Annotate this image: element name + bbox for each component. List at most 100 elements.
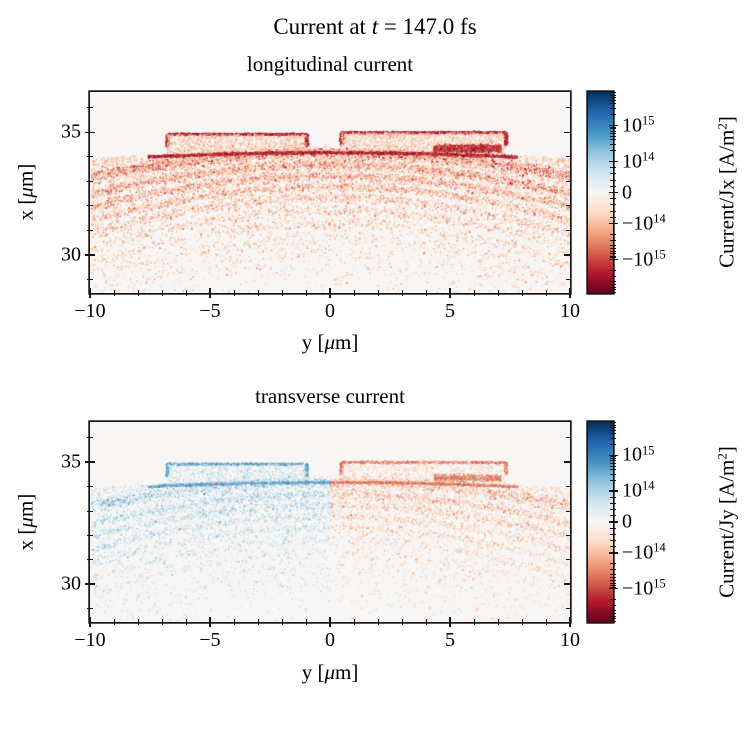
y-minor-tick-right — [566, 534, 570, 536]
colorbar-major-tick — [609, 124, 618, 127]
colorbar-minor-tick — [610, 244, 616, 246]
colorbar-minor-tick — [610, 216, 616, 218]
colorbar-minor-tick — [610, 185, 616, 187]
x-minor-tick — [137, 619, 139, 625]
y-minor-tick — [87, 279, 93, 281]
colorbar-minor-tick — [610, 233, 616, 235]
x-minor-tick — [305, 619, 307, 625]
colorbar-minor-tick — [610, 257, 616, 259]
colorbar-tick-label: −1014 — [622, 540, 666, 564]
colorbar-minor-tick — [610, 198, 616, 200]
colorbar-label-longitudinal: Current/Jx [A/m2] — [714, 116, 739, 268]
y-major-tick — [85, 461, 95, 464]
y-minor-tick — [87, 180, 93, 182]
colorbar-minor-tick — [610, 289, 616, 291]
x-major-tick — [89, 617, 91, 627]
colorbar-major-tick — [609, 160, 618, 163]
y-major-tick — [85, 583, 95, 585]
colorbar-minor-tick — [610, 150, 616, 152]
colorbar-major-tick — [609, 258, 618, 261]
colorbar-major-tick — [609, 521, 618, 523]
colorbar-minor-tick — [610, 437, 616, 439]
y-minor-tick — [87, 608, 93, 610]
x-minor-tick — [401, 290, 403, 296]
colorbar-tick-label: 1015 — [622, 443, 655, 466]
colorbar-minor-tick — [610, 424, 616, 426]
x-tick-label: −10 — [74, 300, 106, 322]
x-major-tick — [209, 617, 211, 627]
x-minor-tick — [257, 619, 259, 625]
y-major-tick-right — [564, 254, 570, 256]
y-minor-tick-right — [566, 608, 570, 610]
colorbar-minor-tick — [610, 167, 616, 169]
y-minor-tick — [87, 205, 93, 207]
colorbar-minor-tick — [610, 248, 616, 250]
colorbar-minor-tick — [610, 586, 616, 588]
colorbar-minor-tick — [610, 276, 616, 278]
scatter-canvas-transverse — [90, 422, 570, 622]
x-minor-tick — [497, 619, 499, 625]
colorbar-minor-tick — [610, 540, 616, 541]
colorbar-major-tick — [609, 222, 618, 225]
y-minor-tick — [87, 486, 93, 488]
colorbar-minor-tick — [610, 609, 616, 611]
colorbar-minor-tick — [610, 94, 616, 96]
colorbar-minor-tick — [610, 251, 616, 252]
colorbar-minor-tick — [610, 284, 616, 286]
y-major-tick-right — [564, 461, 570, 464]
x-minor-tick — [545, 290, 547, 296]
colorbar-minor-tick — [610, 580, 616, 582]
colorbar-minor-tick — [610, 473, 616, 475]
x-major-tick — [329, 617, 331, 627]
colorbar-minor-tick — [610, 444, 616, 446]
x-tick-label: 5 — [445, 629, 455, 651]
colorbar-minor-tick — [610, 139, 616, 141]
colorbar-minor-tick — [610, 620, 616, 622]
colorbar-tick-label: 1014 — [622, 478, 655, 502]
colorbar-minor-tick — [610, 99, 616, 101]
y-major-tick — [85, 131, 95, 134]
x-minor-tick — [425, 619, 427, 625]
colorbar-minor-tick — [610, 107, 616, 109]
y-tick-label: 35 — [61, 450, 81, 473]
colorbar-minor-tick — [610, 179, 616, 181]
colorbar-label-transverse: Current/Jy [A/m2] — [714, 446, 739, 598]
colorbar-minor-tick — [610, 103, 616, 105]
colorbar-minor-tick — [610, 509, 616, 511]
colorbar-minor-tick — [610, 96, 616, 98]
x-minor-tick — [497, 290, 499, 296]
colorbar-tick-label: 1014 — [622, 149, 655, 172]
colorbar-minor-tick — [610, 573, 616, 575]
x-minor-tick — [113, 290, 115, 296]
x-major-tick — [209, 288, 211, 298]
x-minor-tick — [185, 619, 187, 625]
x-major-tick — [569, 617, 571, 627]
x-minor-tick — [353, 619, 355, 625]
x-major-tick — [569, 288, 571, 298]
colorbar-minor-tick — [610, 598, 616, 600]
x-major-tick — [449, 288, 451, 298]
x-tick-label: 5 — [445, 300, 455, 322]
colorbar-minor-tick — [610, 605, 616, 607]
colorbar-transverse — [588, 422, 613, 622]
x-tick-label: 0 — [325, 629, 335, 651]
x-minor-tick — [521, 290, 523, 296]
colorbar-minor-tick — [610, 563, 616, 565]
x-major-tick — [89, 288, 91, 298]
y-minor-tick-right — [566, 559, 570, 561]
colorbar-minor-tick — [610, 458, 616, 460]
y-minor-tick-right — [566, 279, 570, 281]
colorbar-minor-tick — [610, 210, 616, 212]
colorbar-tick-label: 1015 — [622, 113, 655, 136]
colorbar-minor-tick — [610, 132, 616, 134]
colorbar-tick-label: −1014 — [622, 211, 666, 234]
y-minor-tick-right — [566, 205, 570, 207]
colorbar-minor-tick — [610, 582, 616, 584]
colorbar-minor-tick — [610, 502, 616, 504]
colorbar-minor-tick — [610, 128, 616, 130]
colorbar-minor-tick — [610, 462, 616, 464]
colorbar-minor-tick — [610, 130, 616, 132]
x-axis-label-longitudinal: y [μm] — [301, 330, 359, 354]
x-minor-tick — [425, 290, 427, 296]
y-major-tick-right — [564, 583, 570, 585]
